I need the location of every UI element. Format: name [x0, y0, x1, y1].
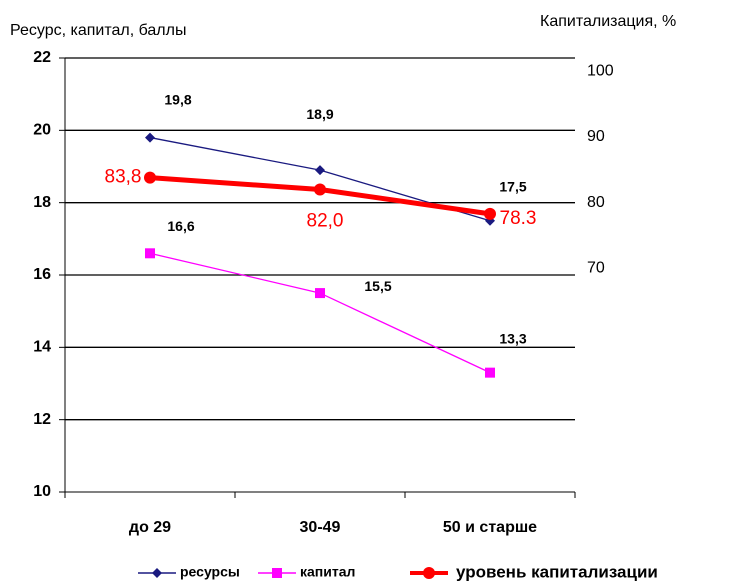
x-tick-label: до 29: [129, 519, 171, 536]
y-tick-label: 14: [33, 339, 51, 356]
legend-label: капитал: [300, 564, 355, 580]
data-point: [145, 248, 155, 259]
data-point: [145, 132, 155, 143]
y-tick-label: 18: [33, 194, 51, 211]
y-tick-label: 16: [33, 266, 51, 283]
data-point: [315, 165, 325, 176]
series-line: [149, 252, 491, 374]
y2-tick-label: 80: [587, 194, 605, 211]
data-point: [144, 171, 156, 184]
legend-marker: [423, 567, 435, 579]
series-line: [149, 175, 491, 217]
y-tick-label: 22: [33, 49, 51, 66]
data-point: [315, 288, 325, 299]
data-label: 82,0: [307, 211, 344, 232]
x-tick-label: 30-49: [300, 519, 341, 536]
legend-marker: [272, 568, 282, 578]
y-tick-label: 12: [33, 411, 51, 428]
data-point: [485, 367, 495, 378]
x-tick-label: 50 и старше: [443, 519, 537, 536]
data-label: 16,6: [167, 218, 194, 234]
data-point: [484, 207, 496, 220]
data-label: 18,9: [306, 106, 333, 122]
y2-tick-label: 100: [587, 62, 614, 79]
data-label: 15,5: [364, 278, 391, 294]
y-tick-label: 10: [33, 483, 51, 500]
data-label: 83,8: [105, 167, 142, 188]
data-label: 13,3: [499, 330, 526, 346]
y2-tick-label: 70: [587, 260, 605, 277]
y2-tick-label: 90: [587, 128, 605, 145]
data-point: [314, 183, 326, 196]
legend-label: ресурсы: [180, 564, 240, 580]
data-label: 19,8: [164, 91, 191, 107]
y2-axis-label: Капитализация, %: [540, 13, 676, 30]
data-label: 17,5: [499, 178, 526, 194]
data-label: 78.3: [500, 208, 537, 229]
legend-marker: [152, 568, 162, 578]
legend-label: уровень капитализации: [456, 562, 658, 581]
y-tick-label: 20: [33, 122, 51, 139]
y-axis-label: Ресурс, капитал, баллы: [10, 22, 186, 39]
